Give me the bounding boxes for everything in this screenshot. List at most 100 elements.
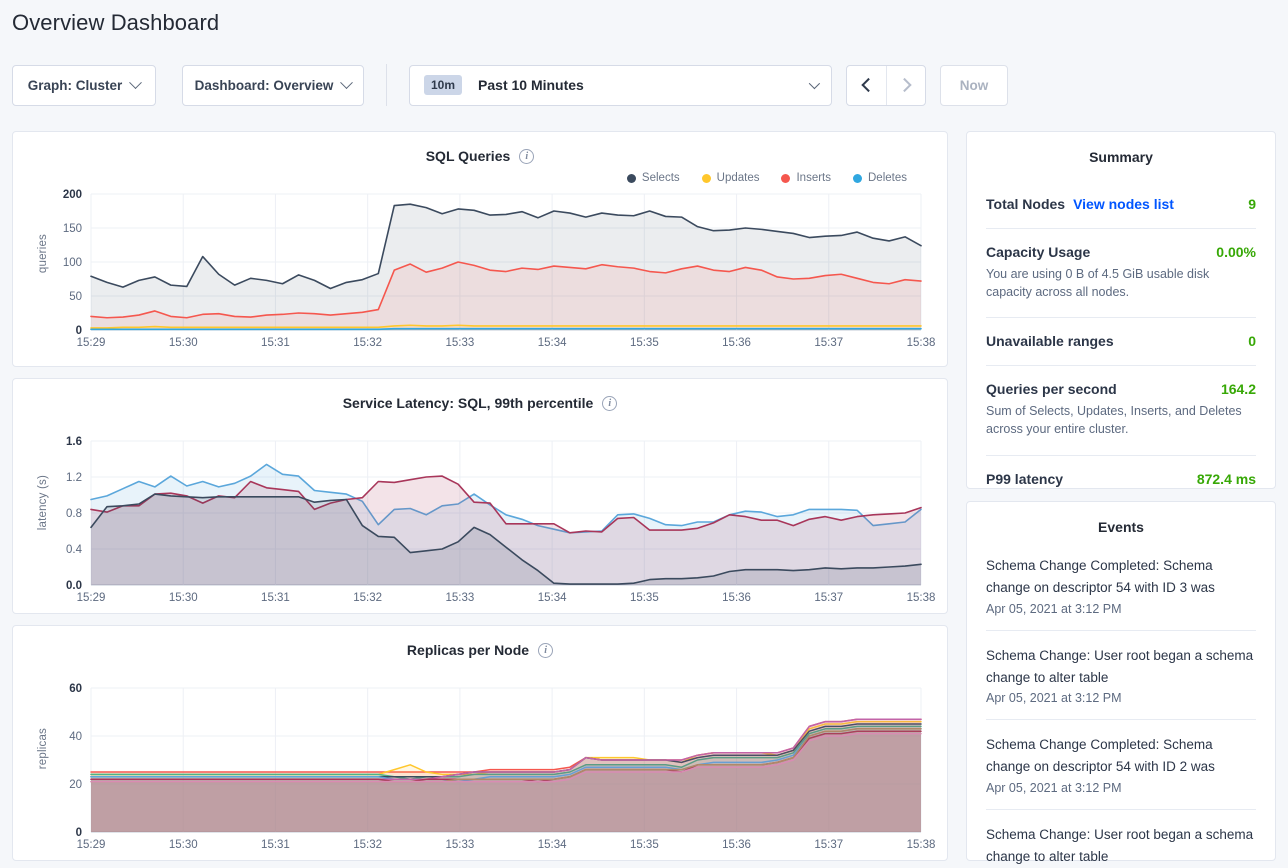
x-tick-label: 15:34 [538,592,567,604]
summary-row: P99 latency 872.4 ms [986,456,1256,487]
summary-description: You are using 0 B of 4.5 GiB usable disk… [986,267,1210,300]
x-tick-label: 15:35 [630,337,659,349]
prev-time-button[interactable] [847,66,886,105]
legend-dot [781,173,791,183]
summary-row-head: P99 latency 872.4 ms [986,471,1256,487]
x-tick-label: 15:33 [445,839,474,851]
y-tick-label: 0 [76,827,82,839]
graph-dropdown-label: Graph: Cluster [27,77,123,93]
summary-row: Total Nodes View nodes list 9 [986,165,1256,229]
legend-dot [626,173,636,183]
time-range-badge: 10m [424,75,463,95]
summary-row: Capacity Usage 0.00% You are using 0 B of … [986,229,1256,319]
info-icon[interactable]: i [538,642,554,658]
chart-title-text: Service Latency: SQL, 99th percentile [342,395,594,411]
divider [986,719,1256,721]
legend-dot [701,173,711,183]
y-tick-label: 150 [63,223,82,235]
y-tick-label: 100 [63,257,82,269]
event-item[interactable]: Schema Change: User root began a schema … [986,631,1256,721]
replicas-per-node-card: Replicas per Node i replicas 0 20 40 60 15:2… [12,625,948,861]
x-tick-label: 15:30 [169,592,198,604]
y-tick-label: 0.0 [66,580,82,592]
next-time-button[interactable] [886,65,925,105]
x-tick-label: 15:29 [77,592,106,604]
chevron-left-icon [860,77,875,93]
summary-label: Unavailable ranges [986,333,1114,350]
service-latency-plot[interactable]: 0.0 0.4 0.8 1.2 1.6 15:29 15:30 15:31 15:32 15:33… [13,433,943,609]
y-tick-label: 50 [69,291,82,303]
replicas-per-node-plot[interactable]: 0 20 40 60 15:29 15:30 15:31 15:32 15:33 15:34 15:… [13,680,943,856]
info-icon[interactable]: i [519,148,535,164]
now-button[interactable]: Now [940,64,1008,106]
summary-value: 872.4 ms [1196,470,1256,487]
x-tick-label: 15:36 [722,337,751,349]
x-tick-label: 15:35 [630,839,659,851]
chart-legend: Selects Updates Inserts Deletes [13,172,947,184]
event-item[interactable]: Schema Change Completed: Schema change o… [986,720,1256,811]
y-tick-label: 1.6 [66,436,82,448]
events-panel: Events Schema Change Completed: Schema c… [966,501,1276,864]
x-tick-label: 15:38 [907,337,936,349]
legend-item-deletes[interactable]: Deletes [853,172,907,184]
y-tick-label: 40 [69,731,82,743]
chart-title: Replicas per Node i [13,626,947,658]
event-item[interactable]: Schema Change Completed: Schema change o… [986,535,1256,631]
chart-title: SQL Queries i [13,132,947,164]
summary-row-head: Unavailable ranges 0 [986,333,1256,349]
time-range-picker[interactable]: 10m Past 10 Minutes [409,64,832,106]
x-tick-label: 15:33 [445,337,474,349]
sql-queries-plot[interactable]: 0 50 100 150 200 15:29 15:30 15:31 15:32 15:33 15:… [13,186,943,354]
chevron-down-icon [808,77,821,90]
y-tick-label: 0.8 [66,508,82,520]
plot-area: replicas 0 20 40 60 15:29 15:30 15:31 15:32 15:3… [13,680,947,856]
x-tick-label: 15:29 [77,839,106,851]
graph-dropdown[interactable]: Graph: Cluster [12,64,156,106]
event-item[interactable]: Schema Change: User root began a schema … [986,810,1256,868]
x-tick-label: 15:30 [169,337,198,349]
plot-area: latency (s) 0.0 0.4 0.8 1.2 1.6 15:29 15:30 15:… [13,433,947,609]
legend-item-selects[interactable]: Selects [626,172,680,184]
divider [986,454,1256,456]
legend-item-updates[interactable]: Updates [701,172,760,184]
x-tick-label: 15:31 [261,592,290,604]
service-latency-card: Service Latency: SQL, 99th percentile i … [12,378,948,614]
summary-label: Capacity Usage [986,244,1091,260]
toolbar-divider [386,64,387,106]
y-axis-label: replicas [37,728,49,770]
event-timestamp: Apr 05, 2021 at 3:12 PM [986,691,1122,706]
legend-label: Updates [716,172,760,184]
summary-description: Sum of Selects, Updates, Inserts, and De… [986,404,1242,437]
divider [986,629,1256,631]
events-list: Schema Change Completed: Schema change o… [967,535,1275,868]
legend-label: Inserts [796,172,831,184]
legend-label: Selects [641,172,680,184]
chevron-down-icon [129,75,143,89]
y-tick-label: 200 [63,189,82,201]
page-title: Overview Dashboard [12,10,220,35]
y-axis-label: latency (s) [37,475,49,531]
time-range-label: Past 10 Minutes [478,77,584,93]
legend-item-inserts[interactable]: Inserts [781,172,831,184]
divider [986,317,1256,319]
y-tick-label: 0 [76,325,82,337]
info-icon[interactable]: i [602,395,618,411]
event-timestamp: Apr 05, 2021 at 3:12 PM [986,601,1122,616]
x-tick-label: 15:34 [538,839,567,851]
x-tick-label: 15:38 [907,839,936,851]
x-tick-label: 15:35 [630,592,659,604]
x-tick-label: 15:32 [353,592,382,604]
view-nodes-list-link[interactable]: View nodes list [1073,196,1174,212]
x-tick-label: 15:33 [445,592,474,604]
divider [986,365,1256,367]
x-tick-label: 15:37 [814,592,843,604]
x-tick-label: 15:31 [261,337,290,349]
summary-value: 0.00% [1216,244,1256,260]
chart-title-text: SQL Queries [425,148,511,164]
event-text: Schema Change Completed: Schema change o… [986,558,1215,595]
y-tick-label: 20 [69,779,82,791]
event-text: Schema Change: User root began a schema … [986,647,1254,685]
events-title: Events [1098,519,1144,535]
dashboard-dropdown[interactable]: Dashboard: Overview [182,64,364,106]
